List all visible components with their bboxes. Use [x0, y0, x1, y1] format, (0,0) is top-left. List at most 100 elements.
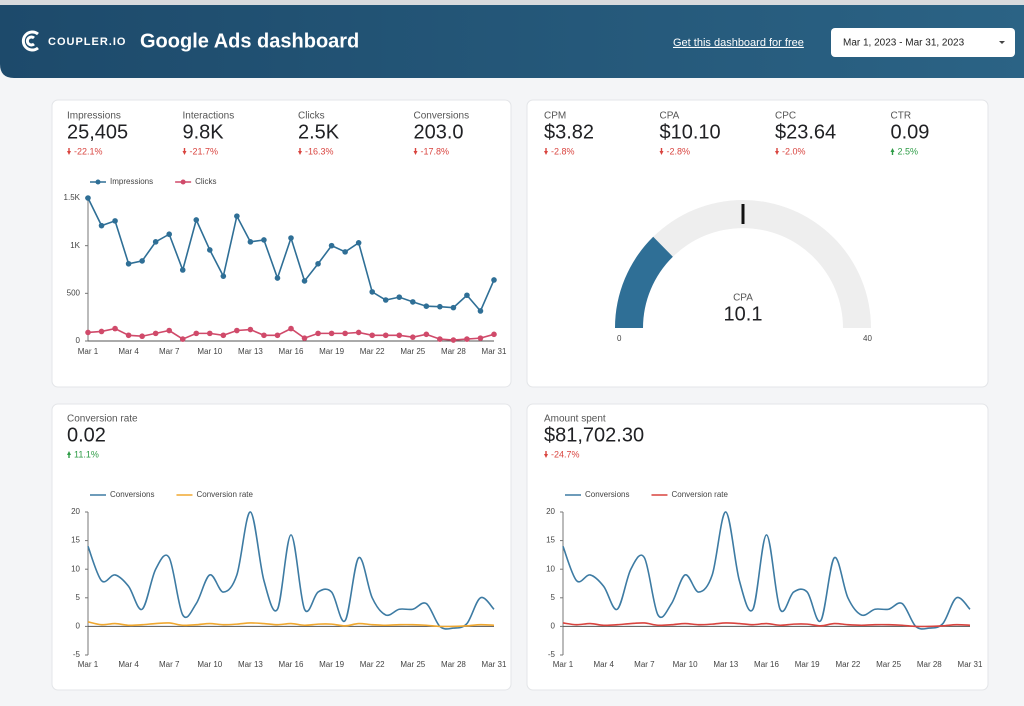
- data-point: [274, 332, 281, 339]
- y-tick-label: 20: [71, 507, 80, 516]
- x-tick-label: Mar 10: [197, 347, 222, 356]
- x-tick-label: Mar 31: [958, 660, 983, 669]
- x-tick-label: Mar 1: [553, 660, 574, 669]
- y-tick-label: 20: [546, 507, 555, 516]
- series-line: [562, 511, 971, 630]
- y-tick-label: -5: [73, 650, 81, 659]
- x-tick-label: Mar 1: [78, 660, 99, 669]
- x-tick-label: Mar 4: [118, 660, 139, 669]
- data-point: [491, 277, 497, 283]
- y-tick-label: 1.5K: [64, 193, 81, 202]
- x-tick-label: Mar 22: [835, 660, 860, 669]
- metric-change: 2.5%: [898, 146, 919, 156]
- metric-change: -2.8%: [667, 146, 691, 156]
- data-point: [328, 242, 335, 249]
- data-point: [355, 240, 362, 246]
- trend-arrow: [544, 148, 548, 155]
- metric-label: Conversions: [414, 111, 470, 122]
- metric-change: -17.8%: [421, 146, 450, 156]
- x-tick-label: Mar 1: [78, 347, 99, 356]
- metric-value: 9.8K: [183, 121, 225, 143]
- brand: COUPLER.IO: [48, 36, 126, 48]
- data-point: [179, 267, 186, 273]
- y-tick-label: 0: [76, 622, 81, 631]
- page-title: Google Ads dashboard: [140, 30, 359, 52]
- y-tick-label: 0: [76, 336, 81, 345]
- y-tick-label: 10: [546, 564, 555, 573]
- data-point: [207, 247, 213, 253]
- gauge-value-label: 10.1: [724, 303, 763, 325]
- data-point: [382, 332, 389, 339]
- data-point: [288, 235, 294, 241]
- metric-change: -21.7%: [190, 146, 219, 156]
- data-point: [85, 195, 91, 201]
- data-point: [477, 335, 484, 341]
- metric-label: Interactions: [183, 111, 235, 122]
- trend-arrow: [775, 148, 779, 155]
- data-point: [139, 258, 145, 264]
- x-tick-label: Mar 4: [593, 660, 614, 669]
- metric-label: Impressions: [67, 111, 121, 122]
- data-point: [193, 330, 200, 337]
- metric-value: $10.10: [660, 121, 721, 143]
- free-link[interactable]: Get this dashboard for free: [673, 37, 804, 49]
- metric-label: CPM: [544, 111, 566, 122]
- date-picker[interactable]: [831, 28, 1015, 57]
- x-tick-label: Mar 19: [795, 660, 820, 669]
- data-point: [247, 326, 254, 333]
- data-point: [234, 213, 240, 219]
- metric-change: -22.1%: [74, 146, 103, 156]
- legend-label: Conversions: [110, 490, 154, 499]
- x-tick-label: Mar 4: [118, 347, 139, 356]
- data-point: [369, 332, 376, 339]
- data-point: [410, 299, 416, 305]
- y-tick-label: 15: [546, 536, 555, 545]
- x-tick-label: Mar 28: [441, 347, 466, 356]
- data-point: [464, 292, 470, 299]
- data-point: [301, 278, 308, 284]
- trend-arrow: [544, 451, 548, 458]
- series-line: [87, 621, 495, 628]
- y-tick-label: 15: [71, 536, 80, 545]
- data-point: [423, 303, 430, 310]
- metric-change: -2.8%: [551, 146, 575, 156]
- metric-change: -2.0%: [782, 146, 806, 156]
- date-range[interactable]: Mar 1, 2023 - Mar 31, 2023: [843, 38, 965, 49]
- data-point: [112, 218, 118, 224]
- dropdown-caret: [999, 41, 1005, 44]
- gauge-title: CPA: [733, 293, 753, 304]
- data-point: [382, 297, 389, 303]
- y-tick-label: 0: [551, 622, 556, 631]
- gauge-tick-label: 40: [863, 334, 872, 343]
- data-point: [179, 336, 186, 342]
- trend-arrow: [67, 451, 71, 458]
- data-point: [477, 308, 484, 314]
- legend-marker: [180, 179, 186, 185]
- y-tick-label: 5: [551, 593, 556, 602]
- x-tick-label: Mar 16: [754, 660, 779, 669]
- data-point: [355, 329, 362, 336]
- legend-label: Conversions: [585, 490, 629, 499]
- card: [51, 403, 512, 691]
- legend-label: Conversion rate: [671, 490, 728, 499]
- gauge-tick-label: 0: [617, 334, 622, 343]
- data-point: [166, 327, 172, 334]
- metric-label: CPA: [660, 111, 680, 122]
- x-tick-label: Mar 25: [400, 347, 425, 356]
- metric-value: 25,405: [67, 121, 128, 143]
- metric-value: 203.0: [414, 121, 464, 143]
- trend-arrow: [659, 148, 664, 155]
- metric-value: 0.09: [891, 121, 930, 143]
- legend-marker: [95, 179, 101, 185]
- metric-value: $23.64: [775, 121, 836, 143]
- x-tick-label: Mar 10: [673, 660, 698, 669]
- gauge-track: [615, 200, 871, 328]
- top-strip: [0, 0, 1024, 5]
- data-point: [85, 329, 91, 336]
- x-tick-label: Mar 28: [917, 660, 942, 669]
- metric-label: Conversion rate: [67, 414, 138, 425]
- x-tick-label: Mar 7: [159, 347, 180, 356]
- x-tick-label: Mar 19: [319, 660, 344, 669]
- data-point: [423, 331, 430, 338]
- metric-change: -24.7%: [551, 449, 580, 459]
